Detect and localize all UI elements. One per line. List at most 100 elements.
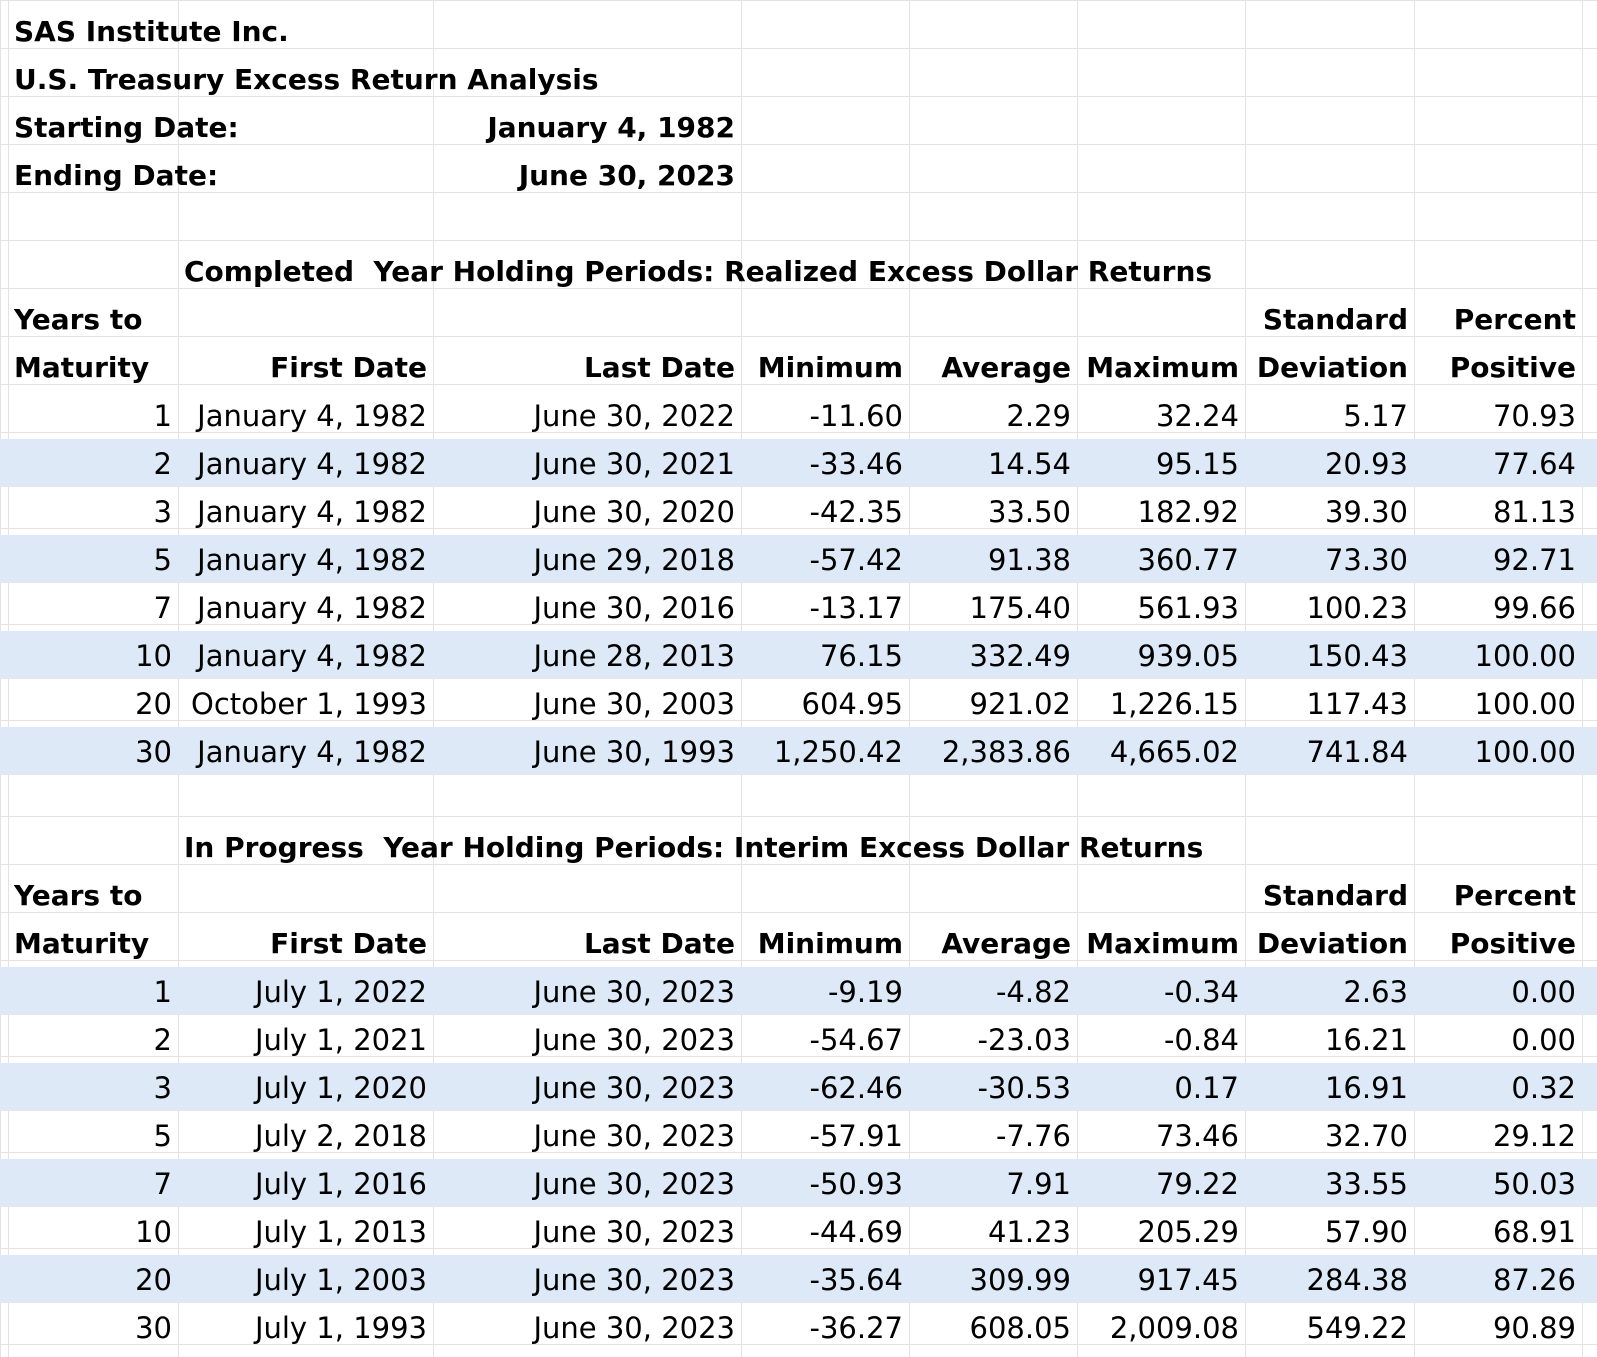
table-row: 10 January 4, 1982 June 28, 2013 76.15 332.4… <box>0 631 1597 679</box>
cell-minimum: -54.67 <box>809 1023 904 1057</box>
cell-average: 14.54 <box>987 447 1071 481</box>
cell-maximum: -0.84 <box>1163 1023 1239 1057</box>
cell-percent-positive: 68.91 <box>1492 1215 1576 1249</box>
header-average: Average <box>941 927 1071 960</box>
table-row: 7 January 4, 1982 June 30, 2016 -13.17 175.4… <box>0 583 1597 631</box>
cell-minimum: 1,250.42 <box>773 735 903 769</box>
in-progress-header-row-2: Maturity First Date Last Date Minimum Av… <box>0 919 1597 967</box>
cell-average: -30.53 <box>977 1071 1072 1105</box>
table-row: 20 July 1, 2003 June 30, 2023 -35.64 309.99 9… <box>0 1255 1597 1303</box>
cell-maximum: 0.17 <box>1174 1071 1239 1105</box>
header-row-title: U.S. Treasury Excess Return Analysis <box>0 55 1597 103</box>
start-date-value: January 4, 1982 <box>487 111 735 144</box>
completed-section-title: Completed Year Holding Periods: Realized… <box>184 255 1213 288</box>
header-positive: Positive <box>1449 351 1576 384</box>
cell-last-date: June 30, 2023 <box>533 1071 735 1105</box>
cell-maximum: 2,009.08 <box>1109 1311 1239 1345</box>
cell-minimum: -13.17 <box>809 591 904 625</box>
cell-years: 20 <box>135 687 172 721</box>
cell-percent-positive: 100.00 <box>1474 687 1576 721</box>
cell-years: 30 <box>135 1311 172 1345</box>
cell-minimum: -11.60 <box>809 399 904 433</box>
cell-maximum: 32.24 <box>1155 399 1239 433</box>
cell-first-date: January 4, 1982 <box>197 591 427 625</box>
cell-last-date: June 30, 2023 <box>533 975 735 1009</box>
cell-last-date: June 30, 2003 <box>533 687 735 721</box>
cell-average: 33.50 <box>987 495 1071 529</box>
cell-percent-positive: 87.26 <box>1492 1263 1576 1297</box>
cell-average: 7.91 <box>1006 1167 1071 1201</box>
header-first-date: First Date <box>270 351 427 384</box>
header-deviation: Deviation <box>1256 351 1408 384</box>
cell-maximum: 1,226.15 <box>1109 687 1239 721</box>
cell-average: 332.49 <box>969 639 1071 673</box>
cell-percent-positive: 92.71 <box>1492 543 1576 577</box>
table-row: 2 January 4, 1982 June 30, 2021 -33.46 14.54… <box>0 439 1597 487</box>
table-row: 3 January 4, 1982 June 30, 2020 -42.35 33.50… <box>0 487 1597 535</box>
end-date-label: Ending Date: <box>14 159 219 192</box>
cell-percent-positive: 0.00 <box>1511 1023 1576 1057</box>
cell-std-dev: 741.84 <box>1306 735 1408 769</box>
cell-maximum: 79.22 <box>1155 1167 1239 1201</box>
cell-years: 5 <box>153 543 172 577</box>
completed-header-row-1: Years to Standard Percent <box>0 295 1597 343</box>
cell-minimum: 604.95 <box>801 687 903 721</box>
cell-years: 20 <box>135 1263 172 1297</box>
header-minimum: Minimum <box>757 351 903 384</box>
header-last-date: Last Date <box>583 351 735 384</box>
header-maximum: Maximum <box>1086 351 1239 384</box>
in-progress-header-row-1: Years to Standard Percent <box>0 871 1597 919</box>
cell-last-date: June 30, 2022 <box>533 399 735 433</box>
cell-std-dev: 5.17 <box>1343 399 1408 433</box>
cell-maximum: 205.29 <box>1137 1215 1239 1249</box>
cell-std-dev: 2.63 <box>1343 975 1408 1009</box>
cell-percent-positive: 29.12 <box>1492 1119 1576 1153</box>
cell-years: 2 <box>153 1023 172 1057</box>
cell-last-date: June 30, 1993 <box>533 735 735 769</box>
cell-first-date: October 1, 1993 <box>191 687 427 721</box>
cell-last-date: June 30, 2021 <box>533 447 735 481</box>
cell-std-dev: 117.43 <box>1306 687 1408 721</box>
cell-std-dev: 284.38 <box>1306 1263 1408 1297</box>
cell-first-date: July 1, 2003 <box>254 1263 427 1297</box>
table-row: 2 July 1, 2021 June 30, 2023 -54.67 -23.03 -0… <box>0 1015 1597 1063</box>
cell-minimum: -62.46 <box>809 1071 904 1105</box>
cell-maximum: 917.45 <box>1137 1263 1239 1297</box>
cell-maximum: 939.05 <box>1137 639 1239 673</box>
cell-last-date: June 30, 2023 <box>533 1263 735 1297</box>
cell-maximum: 4,665.02 <box>1109 735 1239 769</box>
cell-minimum: -36.27 <box>809 1311 904 1345</box>
header-positive: Positive <box>1449 927 1576 960</box>
cell-maximum: 73.46 <box>1155 1119 1239 1153</box>
cell-first-date: January 4, 1982 <box>197 447 427 481</box>
cell-years: 2 <box>153 447 172 481</box>
cell-last-date: June 30, 2023 <box>533 1167 735 1201</box>
cell-last-date: June 30, 2023 <box>533 1311 735 1345</box>
cell-average: -23.03 <box>977 1023 1072 1057</box>
end-date-value: June 30, 2023 <box>518 159 735 192</box>
cell-average: -4.82 <box>995 975 1071 1009</box>
cell-first-date: January 4, 1982 <box>197 399 427 433</box>
cell-std-dev: 549.22 <box>1306 1311 1408 1345</box>
header-standard: Standard <box>1262 303 1408 336</box>
cell-percent-positive: 77.64 <box>1492 447 1576 481</box>
cell-first-date: July 1, 2022 <box>254 975 427 1009</box>
cell-std-dev: 33.55 <box>1324 1167 1408 1201</box>
table-row: 5 January 4, 1982 June 29, 2018 -57.42 91.38… <box>0 535 1597 583</box>
report-title: U.S. Treasury Excess Return Analysis <box>14 63 599 96</box>
cell-first-date: July 1, 2013 <box>254 1215 427 1249</box>
completed-header-row-2: Maturity First Date Last Date Minimum Av… <box>0 343 1597 391</box>
cell-first-date: January 4, 1982 <box>197 495 427 529</box>
header-maturity: Maturity <box>14 351 150 384</box>
header-row-end: Ending Date: June 30, 2023 <box>0 151 1597 199</box>
cell-std-dev: 39.30 <box>1324 495 1408 529</box>
cell-minimum: -35.64 <box>809 1263 904 1297</box>
header-standard: Standard <box>1262 879 1408 912</box>
table-row: 1 July 1, 2022 June 30, 2023 -9.19 -4.82 -0.3… <box>0 967 1597 1015</box>
cell-last-date: June 30, 2023 <box>533 1119 735 1153</box>
cell-first-date: July 2, 2018 <box>254 1119 427 1153</box>
cell-minimum: -42.35 <box>809 495 904 529</box>
cell-first-date: January 4, 1982 <box>197 639 427 673</box>
header-percent: Percent <box>1453 879 1576 912</box>
